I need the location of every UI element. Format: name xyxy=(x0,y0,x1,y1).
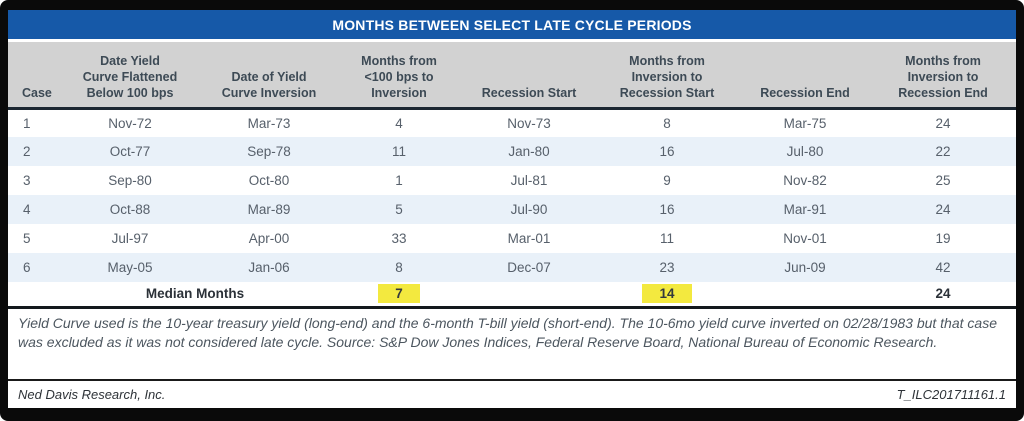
table-cell: 4 xyxy=(395,115,403,131)
table-cell: Jan-80 xyxy=(464,137,594,166)
median-months-to-recession-end: 24 xyxy=(870,282,1016,309)
table-cell: Nov-01 xyxy=(783,231,827,246)
title-bar: MONTHS BETWEEN SELECT LATE CYCLE PERIODS xyxy=(8,10,1016,39)
column-header-recession-start: Recession Start xyxy=(464,42,594,110)
table-cell: Jul-97 xyxy=(111,231,149,246)
table-cell: Sep-78 xyxy=(204,137,334,166)
table-cell: 22 xyxy=(870,137,1016,166)
table-cell: 8 xyxy=(334,253,464,282)
table-cell: Dec-07 xyxy=(464,253,594,282)
table-cell: Mar-91 xyxy=(740,195,870,224)
table-cell xyxy=(740,282,870,309)
median-row: Median Months 7 14 24 xyxy=(8,282,1016,309)
table-cell: 1 xyxy=(395,173,403,188)
table-cell: Jun-09 xyxy=(740,253,870,282)
figure-content: MONTHS BETWEEN SELECT LATE CYCLE PERIODS… xyxy=(8,10,1016,408)
column-header-months-to-recession-end: Months from Inversion to Recession End xyxy=(870,42,1016,110)
column-header-recession-end: Recession End xyxy=(740,42,870,110)
table-cell xyxy=(8,282,56,309)
table-row: 4 Oct-88 Mar-89 5 Jul-90 16 Mar-91 24 xyxy=(8,195,1016,224)
yellow-highlight: 7 xyxy=(378,284,420,304)
table-cell: Mar-75 xyxy=(783,115,827,131)
table-cell: 23 xyxy=(594,253,740,282)
table-cell: 3 xyxy=(23,173,31,188)
table-cell: Jul-90 xyxy=(464,195,594,224)
table-cell: 25 xyxy=(935,173,951,188)
table-row: 2 Oct-77 Sep-78 11 Jan-80 16 Jul-80 22 xyxy=(8,137,1016,166)
table-cell: 33 xyxy=(391,231,407,246)
source-attribution: Ned Davis Research, Inc. xyxy=(18,387,166,402)
table-cell: 16 xyxy=(594,137,740,166)
table-cell: Jul-81 xyxy=(510,173,548,188)
column-header-date-flattened: Date Yield Curve Flattened Below 100 bps xyxy=(56,42,204,110)
footer-bar: Ned Davis Research, Inc. T_ILC201711161.… xyxy=(8,381,1016,408)
column-header-date-inversion: Date of Yield Curve Inversion xyxy=(204,42,334,110)
median-months-to-recession-start: 14 xyxy=(594,282,740,309)
table-cell: Mar-01 xyxy=(507,231,551,246)
table-cell: Oct-77 xyxy=(56,137,204,166)
column-header-months-to-inversion: Months from <100 bps to Inversion xyxy=(334,42,464,110)
late-cycle-table: Case Date Yield Curve Flattened Below 10… xyxy=(8,42,1016,309)
table-row: 1 Nov-72 Mar-73 4 Nov-73 8 Mar-75 24 xyxy=(8,108,1016,137)
table-cell: 24 xyxy=(870,195,1016,224)
table-cell: Oct-80 xyxy=(248,173,290,188)
table-cell: Nov-73 xyxy=(507,115,551,131)
table-cell: 4 xyxy=(8,195,56,224)
table-cell: Nov-82 xyxy=(783,173,827,188)
table-cell: Jul-80 xyxy=(740,137,870,166)
column-header-case: Case xyxy=(8,42,56,110)
table-cell: Oct-88 xyxy=(56,195,204,224)
table-cell: 11 xyxy=(334,137,464,166)
page-title: MONTHS BETWEEN SELECT LATE CYCLE PERIODS xyxy=(332,16,692,33)
median-label: Median Months xyxy=(56,282,334,309)
table-cell: 5 xyxy=(334,195,464,224)
table-cell: Apr-00 xyxy=(248,231,290,246)
table-cell: 16 xyxy=(594,195,740,224)
table-cell: 5 xyxy=(23,231,31,246)
table-cell: 9 xyxy=(663,173,671,188)
table-cell xyxy=(464,282,594,309)
table-row: 6 May-05 Jan-06 8 Dec-07 23 Jun-09 42 xyxy=(8,253,1016,282)
table-cell: 11 xyxy=(659,231,674,246)
column-header-months-to-recession-start: Months from Inversion to Recession Start xyxy=(594,42,740,110)
table-cell: 6 xyxy=(8,253,56,282)
table-cell: Mar-89 xyxy=(204,195,334,224)
table-cell: Mar-73 xyxy=(247,115,291,131)
table-row: 5 Jul-97 Apr-00 33 Mar-01 11 Nov-01 19 xyxy=(8,224,1016,253)
table-cell: Jan-06 xyxy=(204,253,334,282)
yellow-highlight: 14 xyxy=(642,284,692,304)
footnote-text: Yield Curve used is the 10-year treasury… xyxy=(8,309,1016,381)
table-cell: 2 xyxy=(8,137,56,166)
table-cell: 8 xyxy=(663,115,671,131)
table-cell: 1 xyxy=(23,115,31,131)
chart-id: T_ILC201711161.1 xyxy=(896,387,1006,402)
table-cell: Sep-80 xyxy=(108,173,152,188)
table-cell: 42 xyxy=(870,253,1016,282)
table-cell: Nov-72 xyxy=(108,115,152,131)
table-cell: 19 xyxy=(935,231,951,246)
table-cell: May-05 xyxy=(56,253,204,282)
table-cell: 24 xyxy=(935,115,951,131)
header-row: Case Date Yield Curve Flattened Below 10… xyxy=(8,42,1016,110)
table-row: 3 Sep-80 Oct-80 1 Jul-81 9 Nov-82 25 xyxy=(8,166,1016,195)
median-months-to-inversion: 7 xyxy=(334,282,464,309)
